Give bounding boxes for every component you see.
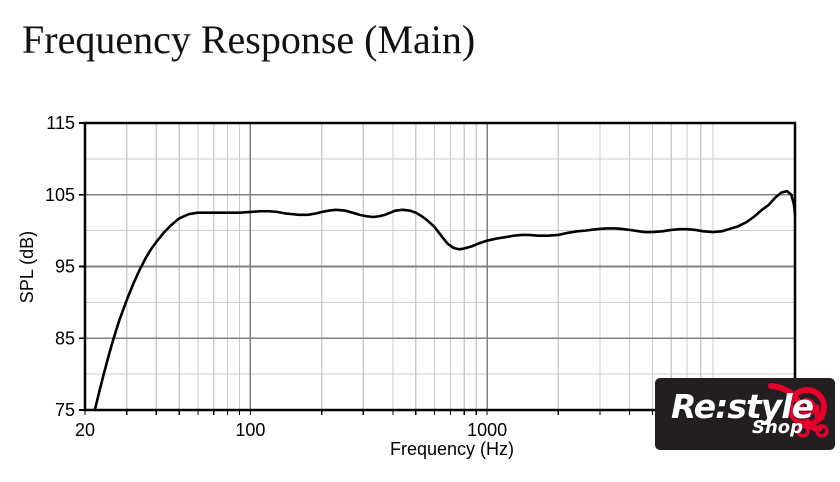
- grid-major-horizontal: [85, 193, 795, 340]
- svg-text:20: 20: [75, 420, 95, 440]
- at-cart-icon: [768, 383, 829, 438]
- y-tick-labels: 75 85 95 105 115: [45, 113, 75, 420]
- y-axis-title: SPL (dB): [17, 231, 37, 303]
- svg-text:115: 115: [46, 113, 75, 133]
- logo-sub-text: Shop: [752, 417, 804, 438]
- svg-text:105: 105: [45, 185, 75, 205]
- restyle-shop-logo[interactable]: Re:style Shop: [655, 378, 835, 450]
- svg-text:1000: 1000: [467, 420, 507, 440]
- svg-text:85: 85: [55, 328, 75, 348]
- response-curve: [93, 189, 797, 412]
- svg-text:75: 75: [55, 400, 75, 420]
- svg-text:100: 100: [235, 420, 265, 440]
- svg-text:95: 95: [55, 257, 75, 277]
- x-axis-title: Frequency (Hz): [390, 439, 514, 459]
- page-title: Frequency Response (Main): [22, 17, 476, 62]
- logo-brand-text: Re:style: [671, 387, 814, 426]
- x-tick-labels: 20 100 1000: [75, 420, 507, 440]
